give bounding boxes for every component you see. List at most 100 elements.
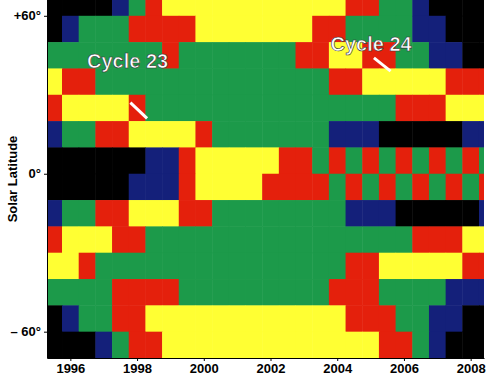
heatmap-cell — [296, 226, 313, 253]
heatmap-cell — [479, 95, 484, 122]
heatmap-cell — [462, 68, 479, 95]
heatmap-cell — [47, 226, 63, 253]
heatmap-cell — [145, 121, 162, 148]
heatmap-cell — [229, 305, 246, 332]
heatmap-cell — [429, 16, 446, 43]
heatmap-cell — [396, 147, 413, 174]
heatmap-cell — [279, 95, 296, 122]
heatmap-cell — [296, 68, 313, 95]
heatmap-cell — [212, 121, 229, 148]
heatmap-cell — [245, 305, 262, 332]
heatmap-cell — [212, 226, 229, 253]
heatmap-cell — [479, 226, 484, 253]
heatmap-cell — [396, 95, 413, 122]
heatmap-cell — [79, 305, 96, 332]
heatmap-cell — [79, 226, 96, 253]
heatmap-cell — [47, 147, 63, 174]
tick-label: 2008 — [457, 361, 486, 376]
heatmap-cell — [112, 95, 129, 122]
heatmap-cell — [145, 0, 162, 16]
heatmap-cell — [79, 200, 96, 227]
heatmap-cell — [379, 332, 396, 358]
heatmap-cell — [112, 121, 129, 148]
heatmap-cell — [129, 174, 146, 201]
heatmap-cell — [346, 147, 363, 174]
heatmap-cell — [479, 121, 484, 148]
tick-label: 2006 — [390, 361, 419, 376]
heatmap-cell — [462, 121, 479, 148]
heatmap-cell — [479, 42, 484, 69]
heatmap-cell — [229, 200, 246, 227]
heatmap-cell — [229, 226, 246, 253]
heatmap-cell — [396, 305, 413, 332]
heatmap-cell — [329, 226, 346, 253]
heatmap-cell — [362, 226, 379, 253]
tick-label: 0° — [29, 166, 41, 181]
heatmap-cell — [362, 95, 379, 122]
heatmap-cell — [195, 332, 212, 358]
heatmap-cell — [429, 200, 446, 227]
heatmap-cell — [47, 332, 63, 358]
heatmap-cell — [179, 16, 196, 43]
heatmap-cell — [112, 174, 129, 201]
heatmap-cell — [62, 174, 79, 201]
heatmap-cell — [279, 253, 296, 280]
heatmap-cell — [162, 200, 179, 227]
heatmap-cell — [79, 68, 96, 95]
heatmap-cell — [262, 174, 279, 201]
heatmap-cell — [379, 279, 396, 306]
heatmap-cell — [129, 200, 146, 227]
heatmap-cell — [62, 253, 79, 280]
heatmap-cell — [129, 0, 146, 16]
heatmap-cell — [79, 0, 96, 16]
heatmap-cell — [112, 279, 129, 306]
heatmap-cell — [412, 95, 429, 122]
heatmap-cell — [446, 279, 463, 306]
heatmap-cell — [112, 68, 129, 95]
heatmap-cell — [412, 121, 429, 148]
heatmap-cell — [329, 68, 346, 95]
heatmap-cell — [429, 42, 446, 69]
heatmap-cell — [296, 279, 313, 306]
heatmap-cell — [346, 121, 363, 148]
heatmap-cell — [446, 0, 463, 16]
heatmap-cell — [312, 147, 329, 174]
heatmap-cell — [229, 332, 246, 358]
heatmap-cell — [446, 16, 463, 43]
heatmap-cell — [62, 42, 79, 69]
heatmap-cell — [396, 332, 413, 358]
heatmap-cell — [462, 279, 479, 306]
heatmap-cell — [279, 16, 296, 43]
heatmap-cell — [346, 0, 363, 16]
heatmap-cell — [112, 226, 129, 253]
heatmap-cell — [379, 226, 396, 253]
heatmap-cell — [296, 42, 313, 69]
heatmap-cell — [329, 253, 346, 280]
heatmap-cell — [362, 121, 379, 148]
heatmap-cell — [179, 95, 196, 122]
heatmap-cell — [145, 253, 162, 280]
heatmap-cell — [145, 147, 162, 174]
heatmap-cell — [95, 174, 112, 201]
heatmap-cell — [195, 200, 212, 227]
heatmap-cell — [262, 42, 279, 69]
heatmap-cell — [396, 200, 413, 227]
heatmap-cell — [245, 42, 262, 69]
heatmap-cell — [229, 16, 246, 43]
heatmap-cell — [245, 253, 262, 280]
heatmap-cell — [362, 0, 379, 16]
heatmap-cell — [479, 174, 484, 201]
heatmap-cell — [162, 332, 179, 358]
heatmap-cell — [429, 147, 446, 174]
heatmap-cell — [362, 200, 379, 227]
heatmap-cell — [279, 200, 296, 227]
heatmap-cell — [229, 279, 246, 306]
heatmap-cell — [429, 305, 446, 332]
heatmap-cell — [212, 0, 229, 16]
heatmap-cell — [296, 16, 313, 43]
heatmap-cell — [446, 332, 463, 358]
heatmap-cell — [446, 226, 463, 253]
heatmap-cell — [179, 253, 196, 280]
heatmap-cell — [129, 332, 146, 358]
heatmap-cell — [112, 253, 129, 280]
